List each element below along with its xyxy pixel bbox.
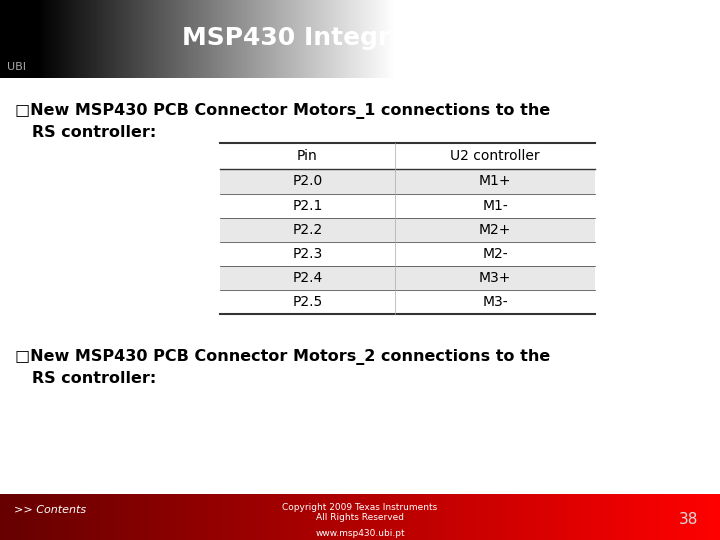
Text: □New MSP430 PCB Connector Motors_1 connections to the: □New MSP430 PCB Connector Motors_1 conne… xyxy=(15,103,550,119)
Text: M2+: M2+ xyxy=(479,222,511,237)
Text: M3-: M3- xyxy=(482,295,508,309)
Text: P2.1: P2.1 xyxy=(292,199,323,213)
Bar xyxy=(220,289,595,314)
Text: 38: 38 xyxy=(679,512,698,527)
Bar xyxy=(220,241,595,266)
Text: RS controller:: RS controller: xyxy=(15,371,156,386)
Text: P2.4: P2.4 xyxy=(292,271,323,285)
Text: M1+: M1+ xyxy=(479,174,511,188)
Bar xyxy=(220,266,595,289)
Text: www.msp430.ubi.pt: www.msp430.ubi.pt xyxy=(315,529,405,538)
Text: □New MSP430 PCB Connector Motors_2 connections to the: □New MSP430 PCB Connector Motors_2 conne… xyxy=(15,349,550,365)
Text: MSP430 Integration (3/9): MSP430 Integration (3/9) xyxy=(181,25,539,50)
Text: P2.5: P2.5 xyxy=(292,295,323,309)
Text: P2.3: P2.3 xyxy=(292,247,323,261)
Text: >> Contents: >> Contents xyxy=(14,505,86,515)
Text: M1-: M1- xyxy=(482,199,508,213)
Bar xyxy=(220,218,595,241)
Text: UBI: UBI xyxy=(7,62,26,72)
Text: P2.0: P2.0 xyxy=(292,174,323,188)
Text: Pin: Pin xyxy=(297,150,318,164)
Text: U2 controller: U2 controller xyxy=(450,150,540,164)
Bar xyxy=(220,170,595,193)
Text: Copyright 2009 Texas Instruments
All Rights Reserved: Copyright 2009 Texas Instruments All Rig… xyxy=(282,503,438,522)
Text: M3+: M3+ xyxy=(479,271,511,285)
Text: M2-: M2- xyxy=(482,247,508,261)
Text: P2.2: P2.2 xyxy=(292,222,323,237)
Bar xyxy=(220,193,595,218)
Text: RS controller:: RS controller: xyxy=(15,125,156,140)
